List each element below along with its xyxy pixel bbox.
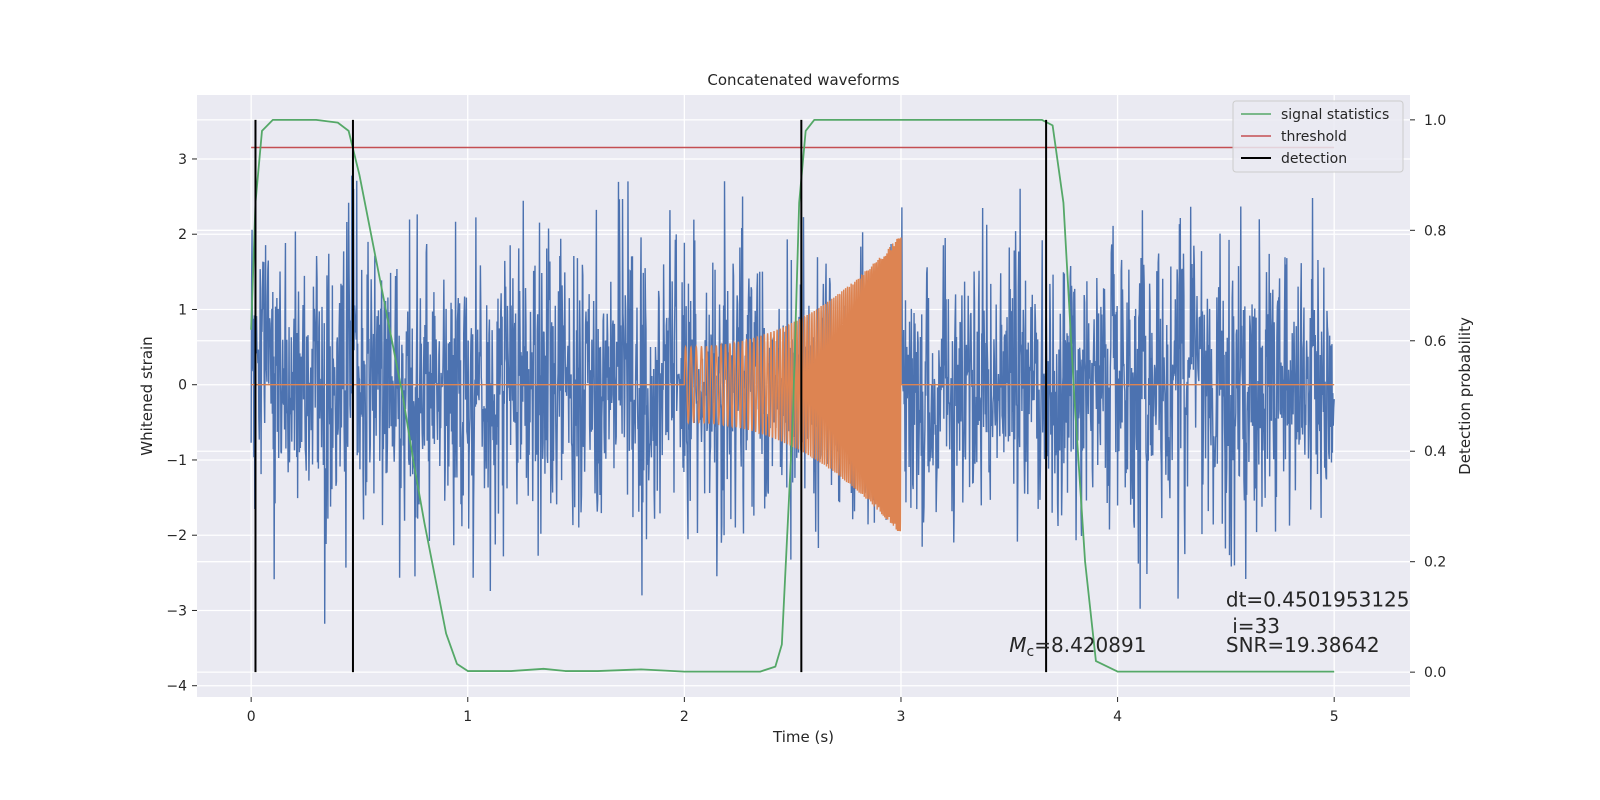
y-tick-label: −1 <box>166 453 187 469</box>
annotation-chirp-mass: Mc=8.420891 <box>1009 633 1146 660</box>
annotation-chirp-mass-value: =8.420891 <box>1034 633 1146 657</box>
noise-series <box>250 175 1335 624</box>
y-tick-label: −3 <box>166 603 187 619</box>
x-tick-label: 0 <box>247 709 256 725</box>
annotations: Mc=8.420891 dt=0.4501953125 i=33 SNR=19.… <box>1009 588 1409 660</box>
legend-label-signal-statistics: signal statistics <box>1281 107 1389 123</box>
x-tick-label: 3 <box>897 709 906 725</box>
y-right-tick-label: 1.0 <box>1424 113 1446 129</box>
noise-line <box>250 175 1335 624</box>
detection-series <box>254 119 1048 673</box>
axis-ticks: 0 1 2 3 4 5 −4 −3 −2 −1 0 1 2 3 0.0 0.2 0.4 0.6 0.8 1.0 <box>166 113 1446 725</box>
y-right-tick-label: 0.4 <box>1424 444 1446 460</box>
y-tick-label: −4 <box>166 679 187 695</box>
chart-title: Concatenated waveforms <box>707 71 899 89</box>
x-tick-label: 4 <box>1113 709 1122 725</box>
annotation-dt: dt=0.4501953125 <box>1226 588 1410 612</box>
legend: signal statistics threshold detection <box>1232 100 1404 173</box>
annotation-chirp-mass-sub: c <box>1027 644 1035 660</box>
annotation-snr: SNR=19.38642 <box>1226 633 1380 657</box>
y-tick-label: 1 <box>178 302 187 318</box>
y-right-tick-label: 0.2 <box>1424 555 1446 571</box>
y-tick-label: 0 <box>178 378 187 394</box>
y-tick-label: −2 <box>166 528 187 544</box>
x-axis-label: Time (s) <box>772 728 834 746</box>
y-axis-label-right: Detection probability <box>1456 317 1474 475</box>
x-tick-label: 2 <box>680 709 689 725</box>
legend-label-threshold: threshold <box>1281 129 1347 145</box>
y-right-tick-label: 0.6 <box>1424 334 1446 350</box>
y-right-tick-label: 0.0 <box>1424 665 1446 681</box>
y-tick-label: 2 <box>178 227 187 243</box>
y-axis-label: Whitened strain <box>138 336 156 455</box>
x-tick-label: 5 <box>1330 709 1339 725</box>
annotation-index: i=33 <box>1226 614 1280 638</box>
x-tick-label: 1 <box>463 709 472 725</box>
legend-label-detection: detection <box>1281 151 1347 167</box>
annotation-chirp-mass-symbol: M <box>1009 633 1026 657</box>
legend-box <box>1232 100 1404 173</box>
y-tick-label: 3 <box>178 152 187 168</box>
y-right-tick-label: 0.8 <box>1424 223 1446 239</box>
